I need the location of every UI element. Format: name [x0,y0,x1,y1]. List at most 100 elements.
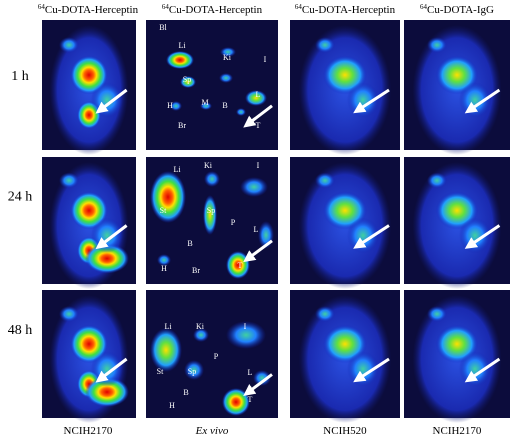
uptake [91,217,123,254]
organ-label: H [161,264,167,273]
arrow [464,357,501,383]
organ-label: Ki [223,53,232,62]
isotope: 64 [162,3,170,11]
uptake [200,102,212,110]
image-panel [42,290,136,423]
image-panel [42,20,136,155]
image-panel [290,20,400,155]
organ-label: B [183,388,188,397]
arrow [243,104,273,128]
image-panel [404,290,510,423]
image-panel [290,157,400,289]
uptake [59,306,79,322]
labels: 64Cu-DOTA-Herceptin 64Cu-DOTA-Herceptin 64… [8,3,494,437]
organ-label: M [201,98,208,107]
organ-label: Br [178,121,186,130]
agent-name: Cu-DOTA-Herceptin [45,4,139,16]
organ-label: St [157,367,164,376]
organ-label: Sp [188,367,196,376]
organ-label: Li [178,41,186,50]
uptake [184,360,204,380]
uptake [85,377,129,407]
uptake [219,73,233,83]
image-panel [146,157,278,284]
uptake [70,191,108,230]
arrow [464,88,501,114]
organ-label: Sp [183,75,191,84]
uptake [59,172,79,189]
uptake [226,321,266,349]
column-footer: NCIH2170 [64,425,113,437]
arrow [95,224,128,250]
panel-bg [146,20,278,150]
column-footer: NCIH520 [323,425,367,437]
arrow [243,373,273,396]
organ-label: P [231,218,236,227]
uptake [315,172,335,189]
uptake [204,171,220,187]
uptake [166,51,194,69]
organ-label: H [169,401,175,410]
column-header: 64Cu-DOTA-IgG [420,3,494,16]
column-header: 64Cu-DOTA-Herceptin [162,3,263,16]
uptake [170,101,182,111]
uptake [222,388,250,416]
uptake [220,47,236,57]
uptake [427,306,447,322]
organ-label: T [238,261,243,270]
uptake [70,324,108,364]
uptake [157,254,171,266]
organ-label: I [244,322,247,331]
column-footer: Ex vivo [195,425,229,437]
organ-label: Li [173,165,181,174]
organ-label: B [222,101,227,110]
image-panel [290,290,400,423]
uptake [427,172,447,189]
uptake [193,328,209,342]
image-panel [146,20,278,150]
organ-label: I [264,55,267,64]
uptake [315,37,335,53]
uptake [150,328,182,372]
organ-label: P [214,352,219,361]
uptake [70,55,108,95]
image-panel [146,290,278,418]
uptake [315,306,335,322]
organ-label: Ki [204,161,213,170]
row-label: 1 h [11,69,29,84]
organ-label: B [187,239,192,248]
image-panel [404,157,510,289]
organ-label: Br [192,266,200,275]
organ-label: L [256,90,261,99]
arrow [353,224,390,249]
organ-label: Li [164,322,172,331]
column-footer: NCIH2170 [433,425,482,437]
column-header: 64Cu-DOTA-Herceptin [295,3,396,16]
uptake [240,177,268,197]
arrow [353,88,390,114]
organ-label: L [254,225,259,234]
uptake [150,171,186,223]
uptake [236,108,246,116]
organ-label: T [256,121,261,130]
arrow [95,357,128,383]
organ-label: Sp [207,206,215,215]
organ-label: Bl [159,23,167,32]
column-header: 64Cu-DOTA-Herceptin [38,3,139,16]
uptake [180,76,196,88]
uptake [427,37,447,53]
image-panel [404,20,510,155]
image-panel [42,157,136,289]
agent-name: Cu-DOTA-IgG [427,4,494,16]
agent-name: Cu-DOTA-Herceptin [169,4,263,16]
uptake [59,37,79,53]
agent-name: Cu-DOTA-Herceptin [302,4,396,16]
organ-label: Ki [196,322,205,331]
arrow [243,239,273,263]
uptake [85,243,129,274]
arrow [95,88,128,114]
uptake [203,195,217,235]
uptake [91,351,123,387]
arrow [464,224,501,249]
